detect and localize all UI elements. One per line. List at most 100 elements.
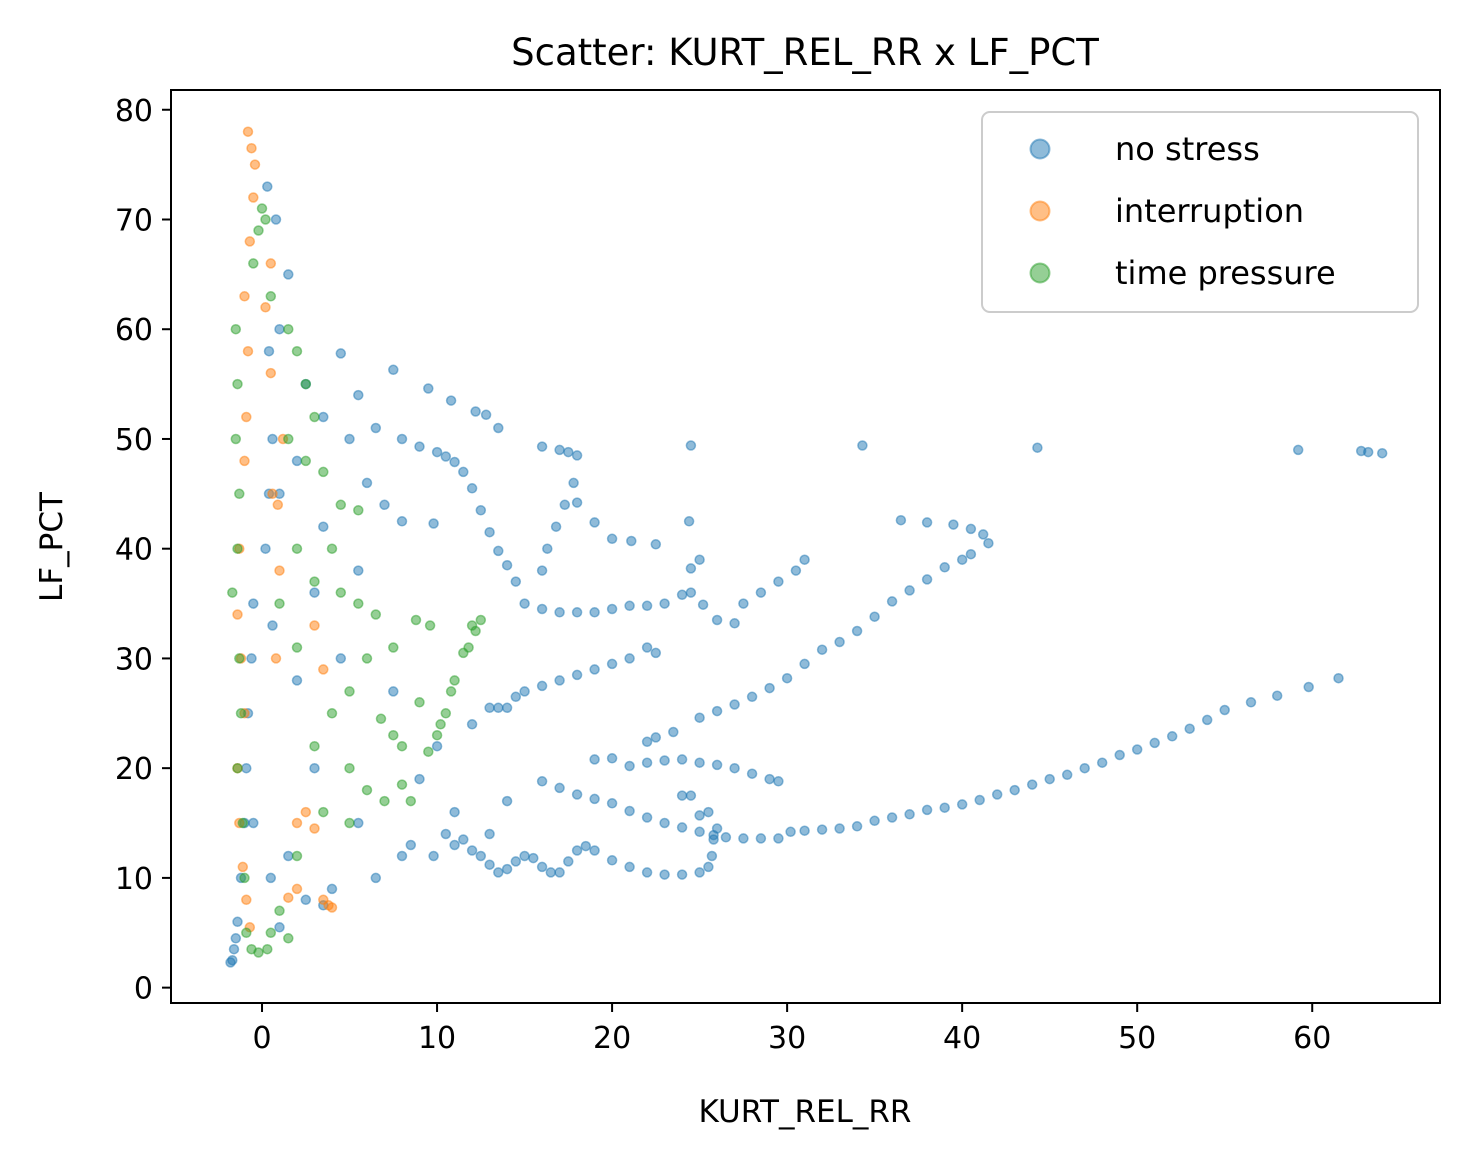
- data-point: [493, 422, 504, 434]
- data-point: [536, 441, 548, 452]
- data-point: [694, 810, 705, 821]
- data-point: [851, 821, 863, 832]
- y-tick-label: 20: [115, 752, 153, 787]
- data-point: [241, 927, 252, 939]
- data-point: [589, 664, 600, 675]
- data-point: [1166, 731, 1178, 742]
- data-point: [283, 323, 294, 335]
- data-point: [606, 533, 618, 545]
- data-point: [554, 782, 565, 794]
- data-point: [405, 839, 417, 851]
- data-point: [283, 433, 294, 445]
- data-point: [232, 378, 243, 390]
- data-point: [983, 537, 994, 549]
- data-point: [729, 618, 740, 629]
- legend-label: interruption: [1115, 192, 1304, 230]
- data-point: [641, 812, 653, 823]
- legend-marker: [1029, 262, 1051, 284]
- data-point: [650, 732, 662, 743]
- data-point: [291, 850, 303, 862]
- data-point: [463, 642, 474, 653]
- data-point: [396, 516, 408, 527]
- data-point: [370, 422, 382, 434]
- data-point: [227, 587, 238, 598]
- data-point: [571, 789, 583, 800]
- data-point: [785, 826, 796, 838]
- data-point: [694, 554, 705, 565]
- data-point: [1079, 762, 1090, 774]
- y-tick-label: 30: [115, 642, 153, 677]
- data-point: [519, 598, 530, 609]
- data-point: [1009, 784, 1020, 796]
- data-point: [241, 894, 252, 906]
- data-point: [361, 653, 373, 664]
- data-point: [904, 585, 915, 596]
- data-point: [440, 828, 452, 840]
- data-point: [431, 446, 443, 458]
- data-point: [239, 455, 250, 467]
- data-point: [773, 576, 784, 587]
- data-point: [921, 574, 933, 585]
- data-point: [694, 757, 705, 768]
- data-point: [626, 535, 637, 547]
- data-point: [706, 850, 718, 862]
- data-point: [1026, 779, 1038, 790]
- data-point: [755, 833, 767, 844]
- data-point: [991, 789, 1003, 800]
- data-point: [309, 740, 320, 752]
- data-point: [353, 598, 364, 609]
- data-point: [948, 519, 959, 530]
- data-point: [326, 902, 338, 913]
- data-point: [641, 757, 653, 768]
- data-point: [624, 760, 635, 772]
- data-point: [291, 455, 303, 467]
- data-point: [335, 587, 347, 598]
- data-point: [542, 543, 553, 554]
- data-point: [414, 697, 425, 708]
- data-point: [239, 291, 250, 302]
- data-point: [262, 181, 273, 192]
- data-point: [676, 589, 688, 601]
- data-point: [353, 505, 364, 516]
- data-point: [589, 754, 600, 765]
- data-point: [232, 762, 243, 774]
- data-point: [1032, 442, 1043, 453]
- data-point: [361, 784, 373, 796]
- data-point: [685, 587, 697, 598]
- data-point: [335, 653, 347, 664]
- data-point: [466, 845, 478, 856]
- data-point: [440, 708, 452, 719]
- data-point: [232, 609, 243, 620]
- data-point: [265, 367, 277, 379]
- data-point: [1184, 723, 1195, 734]
- data-point: [253, 225, 264, 236]
- data-point: [470, 625, 481, 637]
- series-interruption: [232, 126, 338, 933]
- x-tick-label: 50: [1118, 1021, 1156, 1056]
- data-point: [501, 863, 513, 875]
- data-point: [449, 806, 460, 818]
- data-point: [1292, 444, 1304, 456]
- data-point: [685, 563, 697, 574]
- data-point: [1376, 447, 1388, 459]
- x-axis: 0 10 20 30 40 50 60: [252, 1003, 1331, 1056]
- data-point: [256, 203, 268, 214]
- data-point: [834, 823, 845, 834]
- data-point: [580, 840, 592, 852]
- data-point: [624, 805, 635, 817]
- data-point: [283, 892, 294, 903]
- data-point: [445, 686, 457, 697]
- data-point: [1114, 749, 1125, 761]
- data-point: [379, 499, 390, 511]
- data-point: [921, 804, 933, 816]
- data-point: [493, 545, 504, 557]
- data-point: [711, 759, 723, 771]
- data-point: [423, 746, 434, 757]
- data-point: [816, 644, 828, 655]
- data-point: [458, 466, 469, 478]
- data-point: [428, 518, 439, 529]
- data-point: [536, 565, 548, 576]
- y-tick-label: 0: [134, 972, 153, 1007]
- series-time-pressure: [227, 203, 487, 958]
- data-point: [484, 828, 495, 840]
